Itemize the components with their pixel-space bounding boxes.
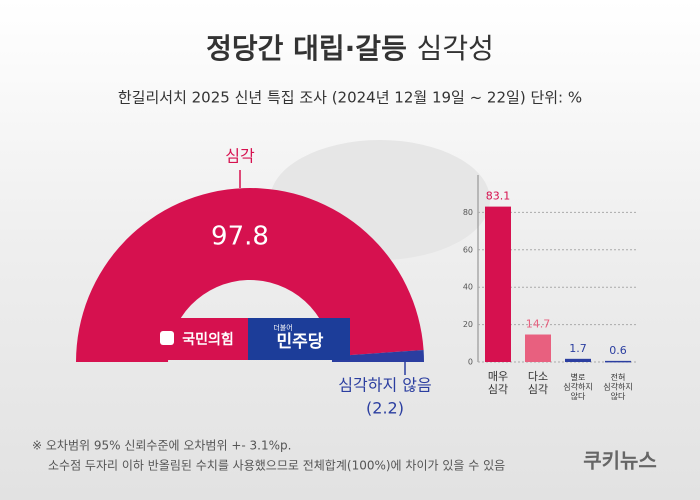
x-tick-label: 별로 심각하지 않다 [563,372,592,401]
y-tick-label: 0 [468,358,473,367]
value-label: 0.6 [609,344,627,357]
source-logo: 쿠키뉴스 [583,449,657,473]
y-tick-label: 60 [463,245,473,254]
value-label: 97.8 [211,222,269,252]
bar [605,360,631,363]
x-tick-label: 매우 심각 [488,370,508,396]
title: 정당간 대립·갈등 심각성 [206,32,494,65]
logo-dp-small: 더불어 [273,323,292,332]
value-label: (2.2) [366,399,404,418]
x-tick-label: 전혀 심각하지 않다 [603,372,632,401]
y-tick-label: 40 [463,283,473,292]
subtitle: 한길리서치 2025 신년 특집 조사 (2024년 12월 19일 ~ 22일… [118,89,582,107]
value-label: 83.1 [486,190,511,203]
bar-chart: 0 20 40 60 80 83.1 매우 심각 14.7 다소 심각 1.7 별로 심각하지 않다 0.6 전… [463,175,638,401]
logo-ppp-icon [160,331,174,345]
y-tick-label: 80 [463,208,473,217]
logo-ppp: 국민의힘 [182,331,234,348]
y-tick-label: 20 [463,320,473,329]
category-label: 심각 [225,147,255,166]
logo-dp-box [248,318,350,360]
note: 소수점 두자리 이하 반올림된 수치를 사용했으므로 전체합계(100%)에 차… [48,459,505,473]
value-label: 14.7 [526,318,551,331]
bar [485,206,511,362]
category-label: 심각하지 않음 [338,376,431,395]
title-suffix: 심각성 [417,32,494,65]
x-tick-label: 다소 심각 [528,370,548,396]
value-label: 1.7 [569,342,587,355]
bar [525,334,551,362]
bar [565,358,591,362]
logo-dp: 민주당 [277,332,324,352]
note: ※ 오차범위 95% 신뢰수준에 오차범위 +- 3.1%p. [32,439,291,453]
donut-segment [331,349,424,362]
title-main: 정당간 대립·갈등 [206,32,407,65]
